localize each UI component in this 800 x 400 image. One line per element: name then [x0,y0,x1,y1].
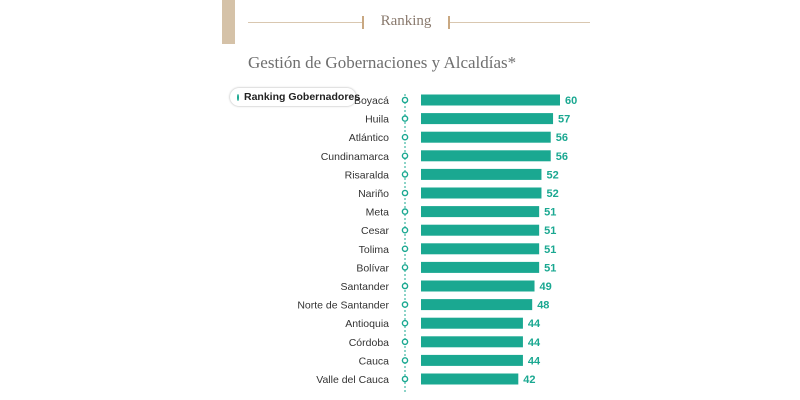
value-label: 51 [544,225,556,237]
axis-dot-icon [401,264,409,271]
bar [421,261,540,273]
header-tick-right [448,16,450,29]
legend-dot-icon [237,93,239,101]
axis-dot-icon [401,133,409,141]
axis-dot-icon [401,282,409,290]
bar [421,336,523,348]
axis-dot-icon [401,338,409,346]
value-label: 52 [546,169,558,181]
legend: Ranking Gobernadores [230,88,360,106]
value-label: 44 [528,355,541,367]
value-label: 51 [544,207,556,219]
category-label: Meta [366,207,390,219]
bar [421,243,540,255]
axis-dot-icon [401,152,409,160]
axis-dot-icon [401,301,409,308]
value-label: 56 [556,132,568,144]
legend-label: Ranking Gobernadores [244,91,361,103]
category-label: Cauca [359,355,390,367]
bar [421,373,519,385]
category-label: Tolima [359,244,390,256]
value-label: 57 [558,114,570,126]
category-label: Risaralda [345,169,390,181]
category-label: Nariño [358,188,389,200]
value-label: 51 [544,262,556,274]
axis-dot-icon [401,96,409,104]
bar [421,280,535,292]
value-label: 48 [537,300,549,312]
axis-dot-icon [401,375,409,383]
value-label: 52 [546,188,558,200]
category-label: Córdoba [349,337,389,349]
bar [421,224,540,236]
axis-dot-icon [401,319,409,327]
value-label: 44 [528,318,541,330]
category-label: Cesar [361,225,390,237]
category-label: Huila [365,114,389,126]
header-rule-left [248,22,362,23]
value-label: 49 [540,281,552,293]
axis-dot-icon [401,226,409,234]
value-label: 42 [523,374,535,386]
section-label: Ranking [380,13,432,29]
bar [421,131,551,143]
axis-dot-icon [401,208,409,215]
chart-title: Gestión de Gobernaciones y Alcaldías* [248,53,517,72]
axis-dot-icon [401,171,409,178]
value-label: 44 [528,337,541,349]
bar [421,206,540,218]
value-label: 60 [565,95,577,107]
header-rule-right [450,22,590,23]
header-tick-left [362,16,364,29]
category-label: Valle del Cauca [316,374,389,386]
header-tan-tab [222,0,235,44]
bar [421,299,533,311]
bar [421,113,554,125]
category-label: Boyacá [354,95,389,107]
category-label: Atlántico [349,132,389,144]
bar [421,317,523,329]
value-label: 51 [544,244,556,256]
category-label: Cundinamarca [321,151,389,163]
category-label: Antioquia [345,318,389,330]
axis-dot-icon [401,245,409,253]
category-label: Norte de Santander [297,300,389,312]
category-label: Santander [341,281,390,293]
bar [421,187,542,199]
bar [421,354,523,366]
axis-dot-icon [401,189,409,197]
bar [421,168,542,180]
category-label: Bolívar [356,262,389,274]
bar [421,94,560,106]
bar [421,150,551,162]
value-label: 56 [556,151,568,163]
axis-dot-icon [401,357,409,364]
axis-dot-icon [401,115,409,122]
